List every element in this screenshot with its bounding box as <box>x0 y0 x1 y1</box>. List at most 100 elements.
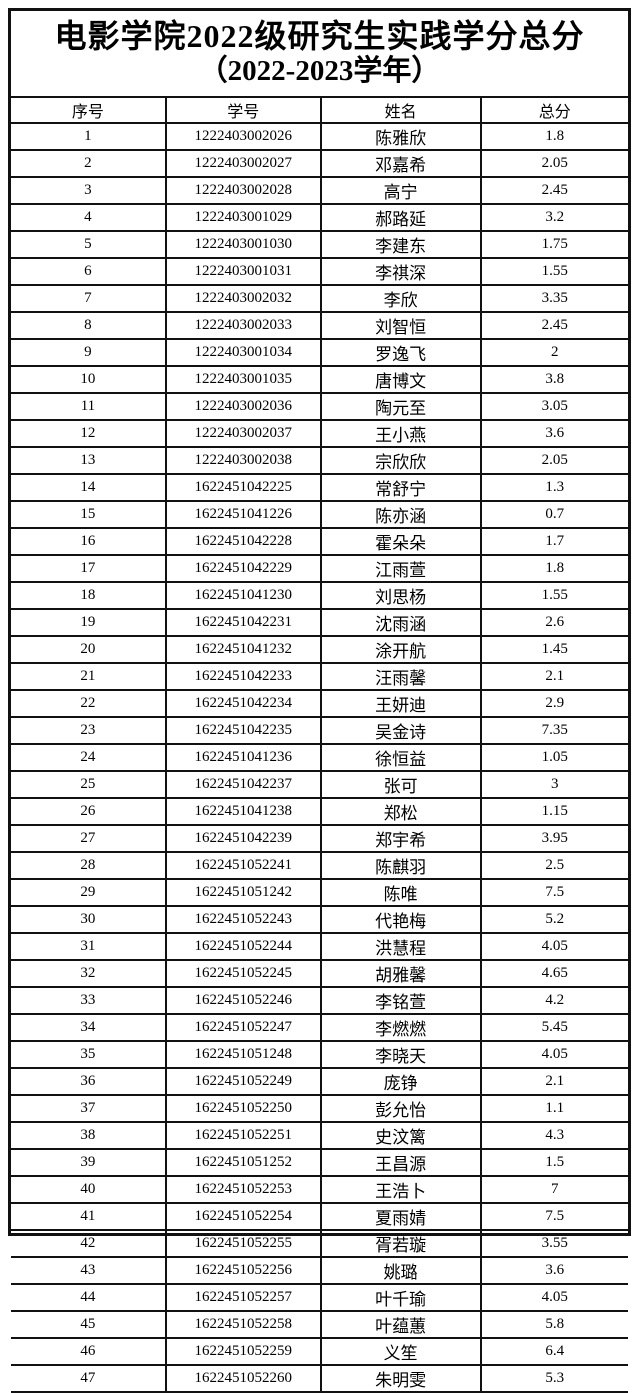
cell-student-id: 1622451052258 <box>164 1310 322 1339</box>
cell-index: 3 <box>11 176 167 205</box>
table-row: 14 1622451042225 常舒宁 1.3 <box>11 473 628 502</box>
cell-name: 涂开航 <box>319 635 482 664</box>
cell-student-id: 1622451042225 <box>164 473 322 502</box>
table-row: 6 1222403001031 李祺深 1.55 <box>11 257 628 286</box>
cell-name: 郑松 <box>319 797 482 826</box>
cell-name: 夏雨婧 <box>319 1202 482 1231</box>
cell-name: 唐博文 <box>319 365 482 394</box>
cell-student-id: 1622451042229 <box>164 554 322 583</box>
cell-student-id: 1622451051248 <box>164 1040 322 1069</box>
cell-student-id: 1222403001034 <box>164 338 322 367</box>
cell-student-id: 1622451042237 <box>164 770 322 799</box>
cell-score: 3 <box>479 770 628 799</box>
table-row: 29 1622451051242 陈唯 7.5 <box>11 878 628 907</box>
cell-index: 30 <box>11 905 167 934</box>
cell-index: 16 <box>11 527 167 556</box>
table-row: 17 1622451042229 江雨萱 1.8 <box>11 554 628 583</box>
cell-score: 1.7 <box>479 527 628 556</box>
table-row: 3 1222403002028 高宁 2.45 <box>11 176 628 205</box>
cell-index: 42 <box>11 1229 167 1258</box>
cell-student-id: 1622451042228 <box>164 527 322 556</box>
cell-index: 4 <box>11 203 167 232</box>
table-row: 45 1622451052258 叶蕴蕙 5.8 <box>11 1310 628 1339</box>
cell-name: 罗逸飞 <box>319 338 482 367</box>
header-score: 总分 <box>479 98 628 124</box>
cell-name: 陶元至 <box>319 392 482 421</box>
cell-score: 5.2 <box>479 905 628 934</box>
cell-index: 17 <box>11 554 167 583</box>
cell-student-id: 1622451052257 <box>164 1283 322 1312</box>
cell-index: 5 <box>11 230 167 259</box>
page-subtitle: （2022-2023学年） <box>198 55 441 88</box>
cell-name: 王妍迪 <box>319 689 482 718</box>
cell-student-id: 1622451052243 <box>164 905 322 934</box>
cell-score: 1.15 <box>479 797 628 826</box>
cell-name: 王浩卜 <box>319 1175 482 1204</box>
table-row: 37 1622451052250 彭允怡 1.1 <box>11 1094 628 1123</box>
cell-student-id: 1222403001035 <box>164 365 322 394</box>
cell-name: 彭允怡 <box>319 1094 482 1123</box>
cell-index: 41 <box>11 1202 167 1231</box>
cell-index: 29 <box>11 878 167 907</box>
cell-score: 1.55 <box>479 581 628 610</box>
cell-score: 7 <box>479 1175 628 1204</box>
cell-index: 39 <box>11 1148 167 1177</box>
cell-index: 47 <box>11 1364 167 1393</box>
table-row: 1 1222403002026 陈雅欣 1.8 <box>11 122 628 151</box>
cell-name: 徐恒益 <box>319 743 482 772</box>
cell-index: 46 <box>11 1337 167 1366</box>
table-row: 15 1622451041226 陈亦涵 0.7 <box>11 500 628 529</box>
cell-name: 胡雅馨 <box>319 959 482 988</box>
table-row: 38 1622451052251 史汶篱 4.3 <box>11 1121 628 1150</box>
cell-student-id: 1622451042234 <box>164 689 322 718</box>
cell-score: 1.55 <box>479 257 628 286</box>
cell-score: 1.8 <box>479 122 628 151</box>
cell-index: 28 <box>11 851 167 880</box>
cell-score: 2.45 <box>479 311 628 340</box>
table-row: 31 1622451052244 洪慧程 4.05 <box>11 932 628 961</box>
cell-name: 陈麒羽 <box>319 851 482 880</box>
cell-score: 3.95 <box>479 824 628 853</box>
cell-student-id: 1222403001031 <box>164 257 322 286</box>
cell-name: 江雨萱 <box>319 554 482 583</box>
cell-student-id: 1622451042233 <box>164 662 322 691</box>
cell-index: 12 <box>11 419 167 448</box>
score-table: 序号 学号 姓名 总分 1 1222403002026 陈雅欣 1.8 2 1222403… <box>11 98 628 1393</box>
cell-student-id: 1622451051242 <box>164 878 322 907</box>
cell-name: 霍朵朵 <box>319 527 482 556</box>
cell-index: 8 <box>11 311 167 340</box>
table-row: 12 1222403002037 王小燕 3.6 <box>11 419 628 448</box>
cell-index: 36 <box>11 1067 167 1096</box>
cell-student-id: 1622451052251 <box>164 1121 322 1150</box>
cell-score: 7.5 <box>479 878 628 907</box>
cell-score: 1.3 <box>479 473 628 502</box>
cell-name: 沈雨涵 <box>319 608 482 637</box>
cell-student-id: 1622451052244 <box>164 932 322 961</box>
cell-index: 40 <box>11 1175 167 1204</box>
cell-score: 1.45 <box>479 635 628 664</box>
cell-student-id: 1622451052254 <box>164 1202 322 1231</box>
cell-index: 11 <box>11 392 167 421</box>
cell-index: 34 <box>11 1013 167 1042</box>
table-row: 9 1222403001034 罗逸飞 2 <box>11 338 628 367</box>
cell-score: 1.05 <box>479 743 628 772</box>
cell-name: 张可 <box>319 770 482 799</box>
table-row: 16 1622451042228 霍朵朵 1.7 <box>11 527 628 556</box>
table-row: 46 1622451052259 义笙 6.4 <box>11 1337 628 1366</box>
cell-student-id: 1222403002038 <box>164 446 322 475</box>
cell-index: 21 <box>11 662 167 691</box>
cell-score: 2.05 <box>479 446 628 475</box>
cell-student-id: 1622451052260 <box>164 1364 322 1393</box>
cell-student-id: 1622451042239 <box>164 824 322 853</box>
cell-name: 李铭萱 <box>319 986 482 1015</box>
cell-name: 义笙 <box>319 1337 482 1366</box>
cell-student-id: 1622451052245 <box>164 959 322 988</box>
cell-score: 4.65 <box>479 959 628 988</box>
table-row: 8 1222403002033 刘智恒 2.45 <box>11 311 628 340</box>
cell-index: 6 <box>11 257 167 286</box>
table-row: 10 1222403001035 唐博文 3.8 <box>11 365 628 394</box>
header-row: 序号 学号 姓名 总分 <box>11 98 628 124</box>
table-row: 47 1622451052260 朱明雯 5.3 <box>11 1364 628 1393</box>
table-row: 23 1622451042235 吴金诗 7.35 <box>11 716 628 745</box>
cell-score: 5.8 <box>479 1310 628 1339</box>
